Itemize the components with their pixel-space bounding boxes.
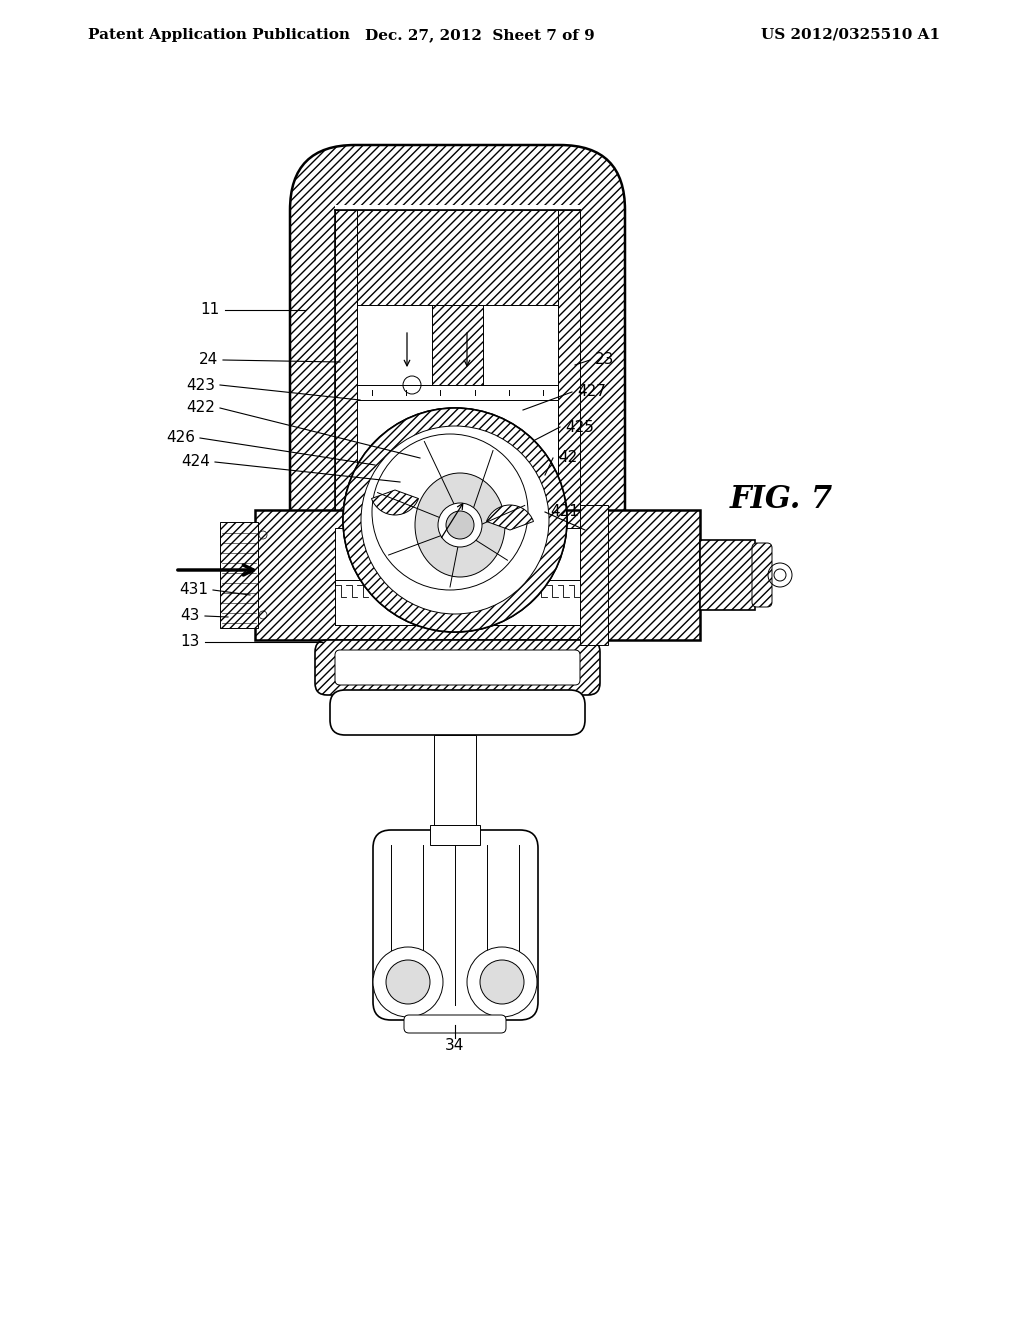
Circle shape (467, 946, 537, 1016)
Bar (335, 210, 357, 585)
Text: 427: 427 (577, 384, 606, 400)
Bar (580, 506, 608, 645)
Text: 423: 423 (186, 378, 215, 392)
Text: Patent Application Publication: Patent Application Publication (88, 28, 350, 42)
Circle shape (373, 946, 443, 1016)
Circle shape (361, 426, 549, 614)
Text: 421: 421 (550, 504, 579, 520)
Text: FIG. 7: FIG. 7 (730, 484, 834, 516)
Bar (357, 210, 558, 305)
Bar (558, 210, 580, 585)
FancyBboxPatch shape (330, 690, 585, 735)
FancyBboxPatch shape (335, 649, 580, 685)
Bar (357, 385, 558, 400)
Text: 42: 42 (558, 450, 578, 466)
Bar (483, 305, 558, 385)
Text: 431: 431 (179, 582, 208, 598)
FancyBboxPatch shape (373, 830, 538, 1020)
Text: 426: 426 (166, 430, 195, 446)
Text: 425: 425 (565, 420, 594, 434)
Bar (700, 540, 755, 610)
Circle shape (446, 511, 474, 539)
Text: 34: 34 (445, 1038, 465, 1052)
Text: 424: 424 (181, 454, 210, 470)
Ellipse shape (415, 473, 505, 577)
Bar (335, 528, 580, 622)
Text: Dec. 27, 2012  Sheet 7 of 9: Dec. 27, 2012 Sheet 7 of 9 (366, 28, 595, 42)
Text: 43: 43 (180, 609, 200, 623)
Bar (357, 210, 558, 585)
Bar (335, 205, 580, 585)
Bar (335, 579, 580, 624)
FancyBboxPatch shape (404, 1015, 506, 1034)
Bar (255, 510, 700, 640)
Text: 24: 24 (199, 352, 218, 367)
FancyBboxPatch shape (752, 543, 772, 607)
Circle shape (372, 434, 528, 590)
Bar (357, 305, 432, 385)
FancyBboxPatch shape (315, 640, 600, 696)
Circle shape (438, 503, 482, 546)
Bar (434, 735, 476, 825)
Circle shape (480, 960, 524, 1005)
Text: 13: 13 (180, 635, 200, 649)
Wedge shape (372, 490, 419, 515)
FancyBboxPatch shape (290, 145, 625, 590)
Bar (432, 305, 483, 385)
Text: 422: 422 (186, 400, 215, 416)
Bar (430, 825, 480, 845)
Bar (220, 521, 258, 628)
Text: 23: 23 (595, 352, 614, 367)
Circle shape (343, 408, 567, 632)
Wedge shape (486, 506, 534, 531)
Ellipse shape (440, 564, 470, 586)
Circle shape (386, 960, 430, 1005)
Circle shape (343, 408, 567, 632)
Text: 11: 11 (201, 302, 220, 318)
Text: US 2012/0325510 A1: US 2012/0325510 A1 (761, 28, 940, 42)
